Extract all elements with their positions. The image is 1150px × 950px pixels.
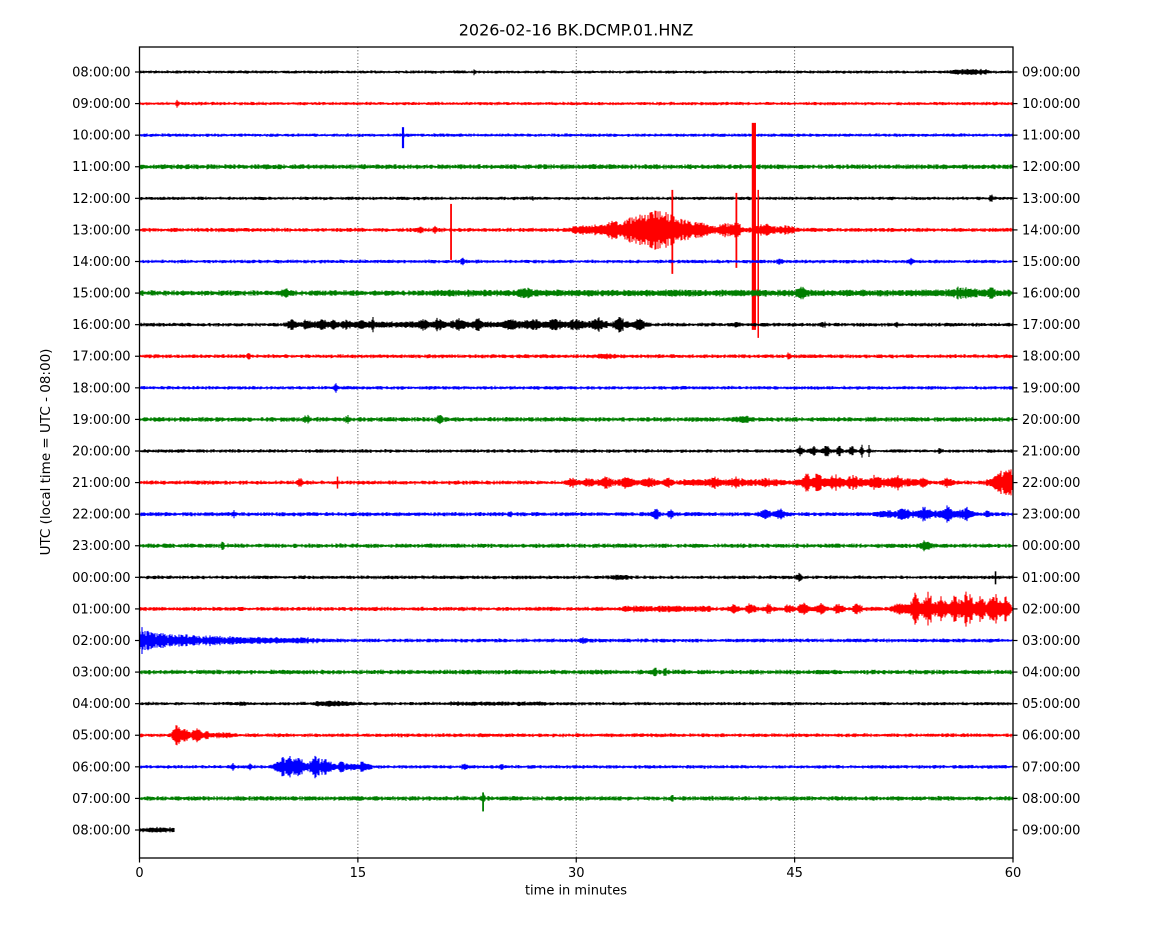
local-time-label: 08:00:00 (1022, 792, 1080, 807)
trace-180000 (139, 383, 1014, 393)
utc-time-label: 14:00:00 (72, 255, 130, 270)
local-time-label: 14:00:00 (1022, 223, 1080, 238)
utc-time-label: 18:00:00 (72, 381, 130, 396)
trace-040000 (139, 700, 1014, 707)
trace-200000 (139, 444, 1014, 458)
utc-time-label: 11:00:00 (72, 160, 130, 175)
utc-time-label: 22:00:00 (72, 508, 130, 523)
local-time-label: 12:00:00 (1022, 160, 1080, 175)
utc-time-label: 09:00:00 (72, 97, 130, 112)
x-tick-label: 45 (786, 866, 803, 881)
trace-170000 (139, 352, 1014, 360)
trace-130000 (139, 210, 1014, 250)
x-axis-label: time in minutes (524, 883, 628, 899)
utc-time-label: 16:00:00 (72, 318, 130, 333)
local-time-label: 16:00:00 (1022, 287, 1080, 302)
utc-time-label: 07:00:00 (72, 792, 130, 807)
utc-time-label: 01:00:00 (72, 602, 130, 617)
local-time-label: 11:00:00 (1022, 129, 1080, 144)
utc-time-label: 17:00:00 (72, 350, 130, 365)
local-time-label: 22:00:00 (1022, 476, 1080, 491)
trace-070000 (139, 794, 1014, 802)
local-time-label: 19:00:00 (1022, 381, 1080, 396)
utc-time-label: 20:00:00 (72, 444, 130, 459)
utc-time-label: 13:00:00 (72, 223, 130, 238)
local-time-label: 09:00:00 (1022, 66, 1080, 81)
trace-010000 (139, 591, 1014, 627)
utc-time-label: 06:00:00 (72, 760, 130, 775)
local-time-label: 06:00:00 (1022, 729, 1080, 744)
local-time-label: 02:00:00 (1022, 602, 1080, 617)
utc-time-label: 03:00:00 (72, 666, 130, 681)
utc-time-label: 02:00:00 (72, 634, 130, 649)
local-time-label: 23:00:00 (1022, 508, 1080, 523)
local-time-label: 21:00:00 (1022, 444, 1080, 459)
utc-time-label: 08:00:00 (72, 66, 130, 81)
local-time-label: 09:00:00 (1022, 823, 1080, 838)
local-time-label: 04:00:00 (1022, 666, 1080, 681)
trace-060000 (139, 755, 1014, 779)
utc-time-label: 21:00:00 (72, 476, 130, 491)
trace-000000 (139, 572, 1014, 582)
local-time-label: 20:00:00 (1022, 413, 1080, 428)
utc-time-label: 00:00:00 (72, 571, 130, 586)
page-title: 2026-02-16 BK.DCMP.01.HNZ (458, 20, 694, 40)
utc-time-label: 19:00:00 (72, 413, 130, 428)
local-time-label: 00:00:00 (1022, 539, 1080, 554)
trace-190000 (139, 414, 1014, 425)
utc-time-label: 05:00:00 (72, 729, 130, 744)
utc-time-label: 08:00:00 (72, 823, 130, 838)
x-tick-label: 60 (1005, 866, 1022, 881)
trace-020000 (139, 627, 1014, 654)
local-time-label: 01:00:00 (1022, 571, 1080, 586)
trace-080000 (139, 826, 175, 833)
local-time-label: 13:00:00 (1022, 192, 1080, 207)
local-time-label: 15:00:00 (1022, 255, 1080, 270)
local-time-label: 07:00:00 (1022, 760, 1080, 775)
local-time-label: 10:00:00 (1022, 97, 1080, 112)
x-tick-label: 30 (568, 866, 585, 881)
utc-time-label: 12:00:00 (72, 192, 130, 207)
local-time-label: 03:00:00 (1022, 634, 1080, 649)
utc-time-label: 10:00:00 (72, 129, 130, 144)
utc-time-label: 15:00:00 (72, 287, 130, 302)
trace-090000 (139, 99, 1014, 108)
x-tick-label: 0 (135, 866, 143, 881)
local-time-label: 18:00:00 (1022, 350, 1080, 365)
utc-time-label: 04:00:00 (72, 697, 130, 712)
y-axis-label: UTC (local time = UTC - 08:00) (38, 348, 54, 556)
local-time-label: 17:00:00 (1022, 318, 1080, 333)
local-time-label: 05:00:00 (1022, 697, 1080, 712)
utc-time-label: 23:00:00 (72, 539, 130, 554)
x-tick-label: 15 (350, 866, 367, 881)
